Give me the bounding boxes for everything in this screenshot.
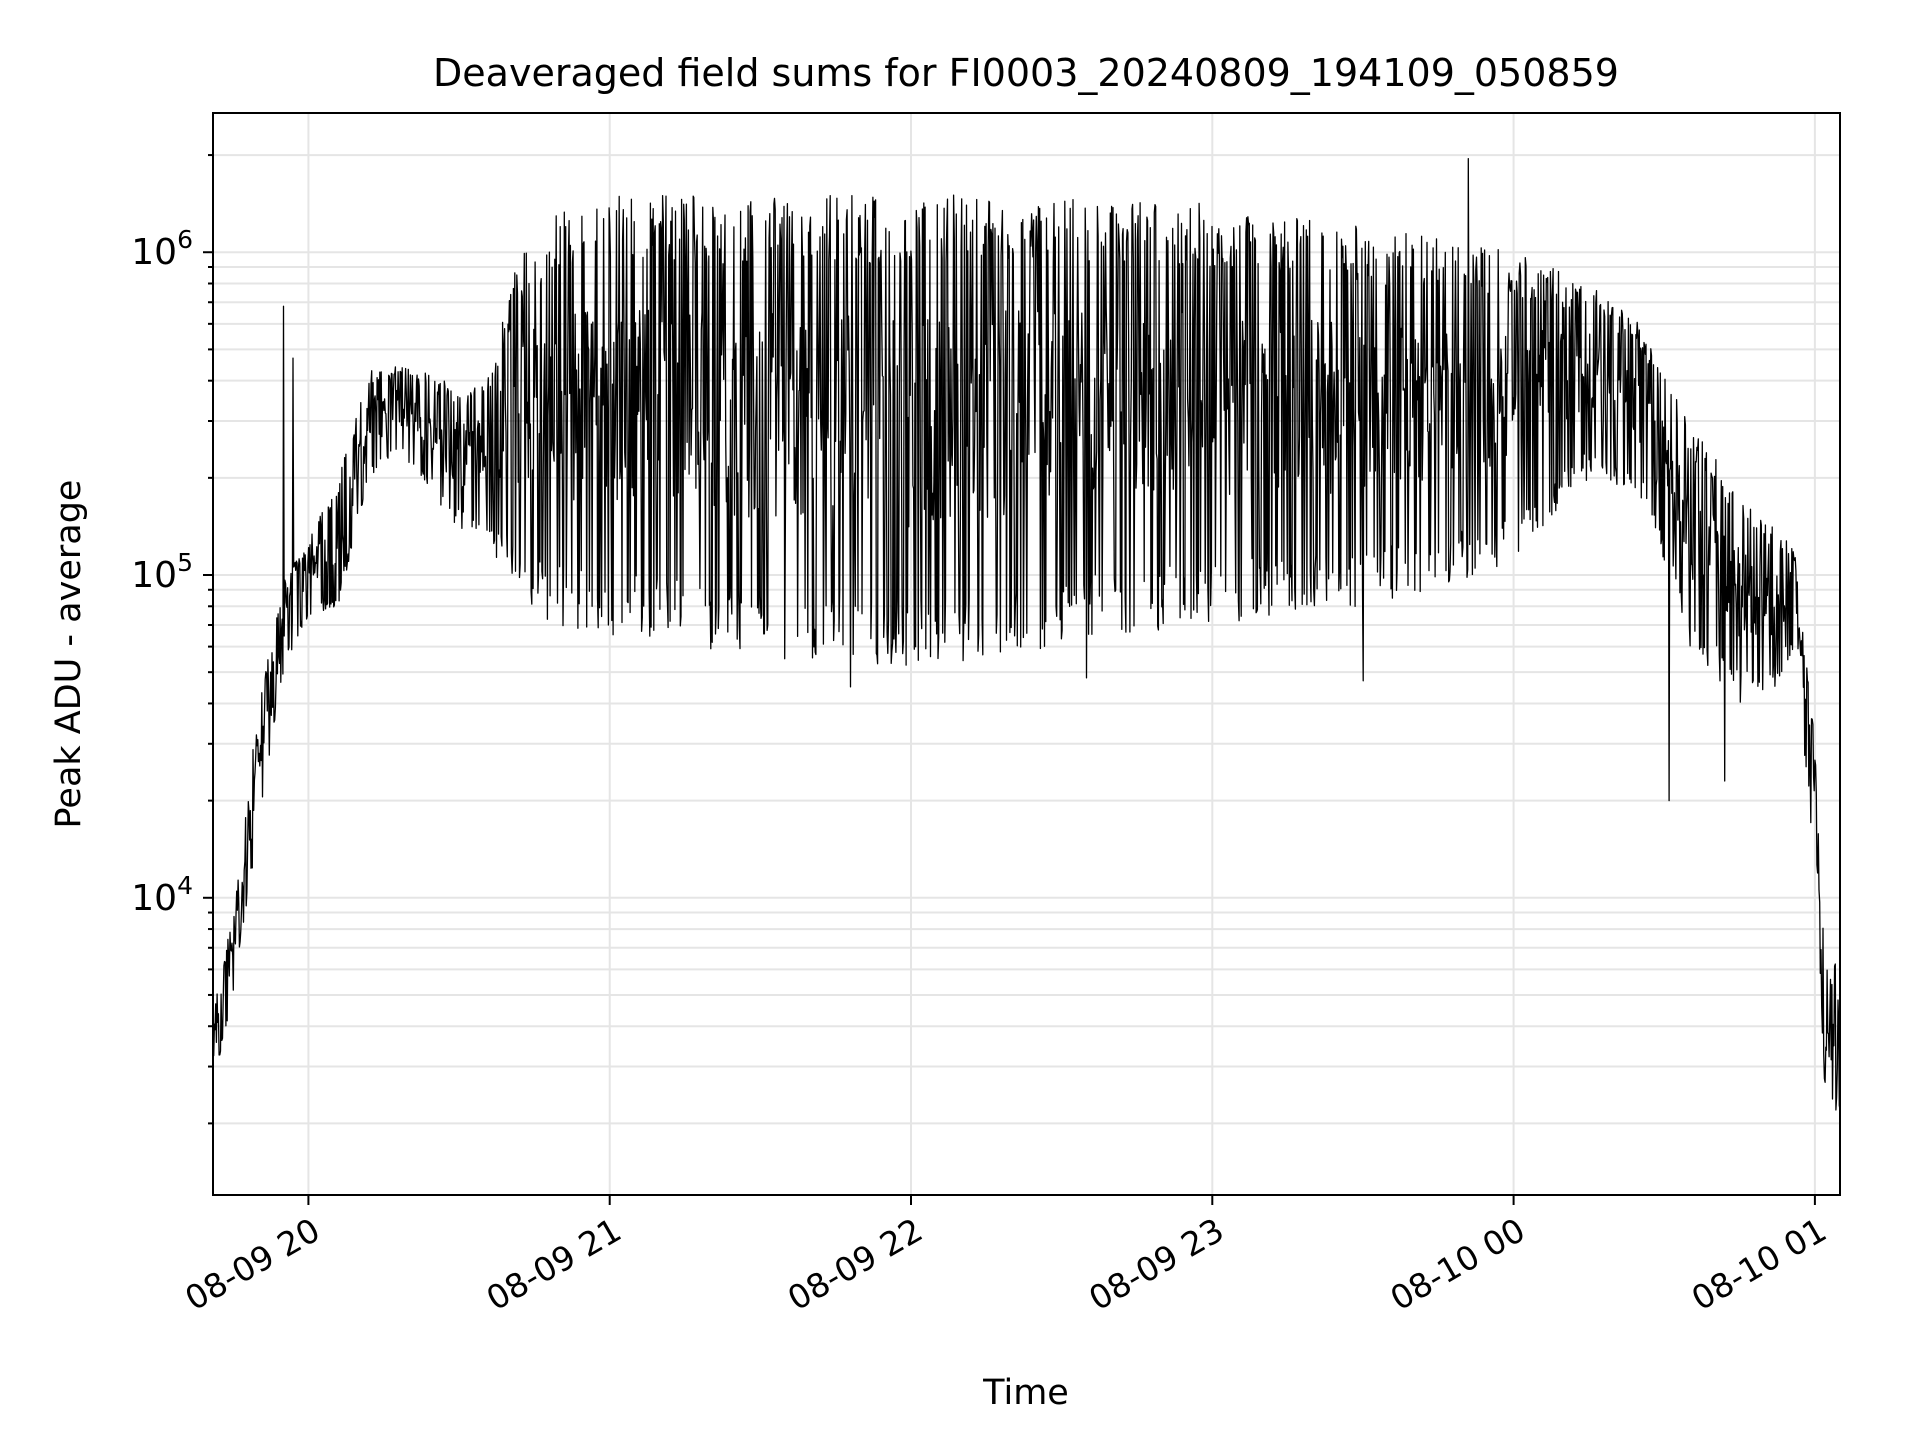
chart-title: Deaveraged field sums for FI0003_2024080… bbox=[433, 51, 1619, 95]
y-tick-label: 104 bbox=[131, 871, 193, 919]
plot-area bbox=[212, 157, 1841, 1111]
y-tick-label: 106 bbox=[131, 225, 193, 273]
series-line bbox=[212, 157, 1841, 1111]
axes-frame bbox=[212, 112, 1841, 1196]
y-axis-label: Peak ADU - average bbox=[49, 480, 89, 829]
x-axis-label: Time bbox=[982, 1373, 1069, 1413]
y-tick-label: 105 bbox=[131, 548, 193, 596]
